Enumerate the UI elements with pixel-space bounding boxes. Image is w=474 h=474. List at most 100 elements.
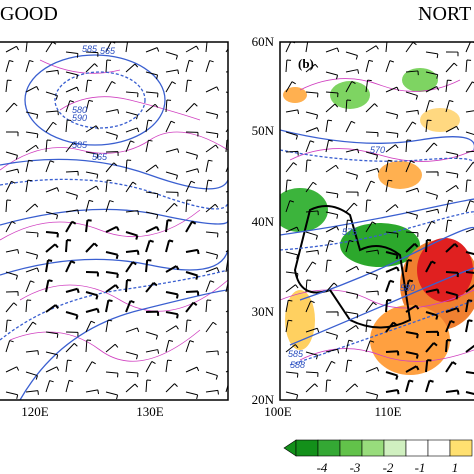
contour-label: 588: [290, 360, 305, 370]
left-map: [0, 42, 228, 400]
wind-barb: [305, 210, 319, 216]
wind-barb: [5, 102, 18, 113]
wind-barb: [5, 221, 16, 233]
wind-barb: [185, 290, 200, 296]
wind-barb: [145, 282, 158, 293]
wind-barb: [105, 59, 112, 73]
wind-barb: [445, 62, 458, 73]
wind-barb: [305, 111, 319, 120]
wind-barb: [405, 351, 419, 359]
wind-barb: [285, 59, 292, 73]
wind-barb: [465, 200, 474, 213]
wind-barb: [65, 220, 77, 233]
wind-barb: [385, 111, 399, 120]
wind-barb: [105, 284, 119, 293]
wind-barb: [105, 251, 119, 260]
wind-barb: [45, 110, 59, 116]
wind-barb: [185, 131, 199, 137]
wind-barb: [125, 91, 139, 98]
wind-barb: [125, 210, 139, 215]
colorbar-segment: [383, 439, 407, 457]
wind-barb: [345, 69, 360, 74]
wind-barb: [365, 391, 379, 400]
wind-barb: [185, 301, 198, 313]
wind-barb: [365, 301, 377, 313]
wind-barb: [165, 99, 172, 113]
wind-barb: [85, 242, 99, 253]
wind-barb: [5, 302, 18, 313]
contours: [280, 129, 474, 366]
wind-barb: [185, 199, 192, 213]
wind-barb: [285, 131, 298, 140]
wind-barb: [45, 121, 57, 133]
wind-barb: [85, 185, 99, 193]
wind-barb: [365, 131, 379, 137]
wind-barb: [345, 265, 360, 273]
contour-label: 580: [400, 283, 415, 293]
wind-barb: [65, 170, 79, 176]
wind-barb: [345, 291, 359, 299]
wind-barb: [145, 103, 159, 113]
wind-barb: [185, 220, 197, 233]
wind-barb: [425, 342, 438, 353]
wind-barb: [205, 131, 219, 138]
wind-barb: [5, 391, 19, 399]
wind-barb: [465, 271, 474, 274]
wind-barb: [85, 151, 99, 159]
wind-barb: [185, 366, 200, 373]
wind-barb: [425, 330, 440, 337]
wind-barb: [345, 359, 352, 373]
panel-title: GOOD: [0, 3, 58, 25]
wind-barb: [5, 340, 14, 353]
wind-barb: [285, 284, 299, 293]
wind-barb: [85, 63, 98, 73]
wind-barb: [425, 119, 432, 133]
wind-barb: [205, 60, 214, 73]
y-tick-label: 50N: [252, 123, 275, 138]
wind-barb: [165, 291, 179, 299]
x-tick-label: 120E: [21, 404, 49, 419]
wind-barb: [105, 371, 119, 378]
wind-barb: [425, 311, 439, 320]
contour-label: 585: [82, 44, 98, 54]
wind-barb: [465, 59, 472, 73]
wind-barb: [5, 319, 12, 333]
wind-barb: [145, 349, 160, 354]
wind-barb: [205, 144, 219, 153]
wind-barb: [285, 162, 298, 173]
wind-barb: [5, 131, 19, 137]
colorbar-segment: [339, 439, 363, 457]
wind-barb: [405, 160, 415, 173]
wind-barb: [145, 259, 152, 273]
wind-barb: [305, 383, 318, 393]
wind-barb: [105, 271, 119, 279]
wind-barb: [25, 321, 37, 333]
wind-barb: [205, 350, 219, 356]
wind-barb: [305, 279, 312, 293]
wind-barb: [185, 45, 199, 53]
wind-barb: [45, 211, 59, 220]
wind-barb: [145, 164, 159, 173]
wind-barb: [105, 299, 113, 313]
wind-barb: [305, 231, 318, 240]
wind-barb: [45, 187, 60, 193]
wind-barb: [385, 60, 394, 73]
wind-barb: [465, 371, 474, 375]
wind-barb: [205, 86, 220, 93]
wind-barb: [325, 348, 340, 354]
wind-barb: [105, 225, 120, 233]
wind-barb: [445, 271, 459, 278]
wind-barb: [385, 299, 392, 313]
wind-barb: [165, 383, 178, 393]
wind-barb: [285, 109, 300, 115]
wind-barb: [385, 371, 399, 380]
wind-barb: [25, 280, 35, 293]
contour-label: 570: [370, 145, 385, 155]
wind-barb: [85, 320, 96, 333]
wind-barb: [325, 259, 332, 273]
wind-barb: [225, 128, 228, 133]
wind-barb: [125, 111, 139, 120]
wind-barb: [365, 366, 380, 373]
wind-barb: [165, 265, 180, 273]
wind-barb: [345, 171, 358, 180]
